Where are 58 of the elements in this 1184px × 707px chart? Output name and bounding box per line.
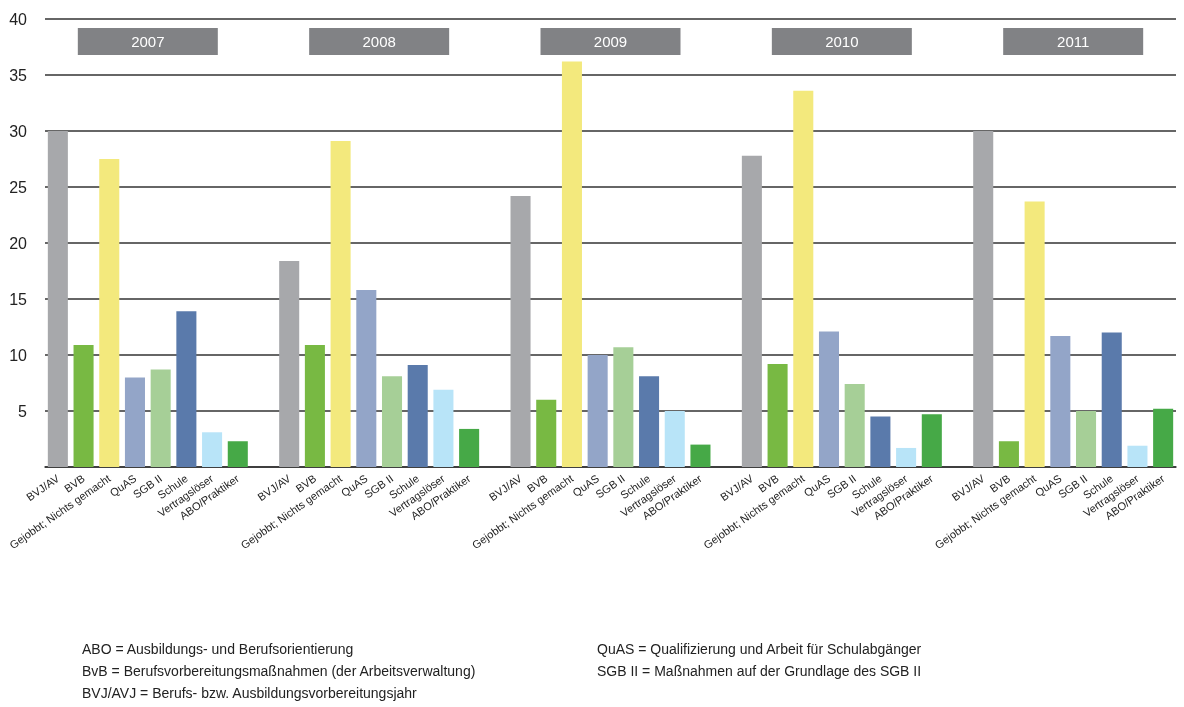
bar xyxy=(304,344,325,467)
bar xyxy=(1076,411,1097,467)
y-tick-label: 30 xyxy=(9,122,28,140)
annotation: 2010 xyxy=(825,33,859,50)
bar xyxy=(510,195,531,467)
bar xyxy=(227,441,248,467)
y-tick-label: 5 xyxy=(18,402,28,420)
bar xyxy=(767,363,788,467)
bar xyxy=(1127,445,1148,467)
text: BvB = Berufsvorbereitungsmaßnahmen (der Arbeitsverwaltung) xyxy=(82,663,476,679)
bar xyxy=(73,344,94,467)
bar xyxy=(921,414,942,467)
annotation: 2008 xyxy=(362,33,396,50)
bar xyxy=(433,389,454,467)
bar xyxy=(407,365,428,467)
bar xyxy=(150,369,171,467)
y-tick-label: 35 xyxy=(9,66,28,84)
bar xyxy=(124,377,145,467)
bar xyxy=(1024,201,1045,467)
bar xyxy=(870,416,891,467)
bar xyxy=(99,159,120,467)
bar xyxy=(998,441,1019,467)
bar xyxy=(1101,332,1122,467)
bar xyxy=(1050,335,1071,467)
bar xyxy=(330,141,351,467)
bar xyxy=(1153,408,1174,467)
bar xyxy=(47,131,68,467)
bar xyxy=(639,376,660,467)
bar xyxy=(973,131,994,467)
bar xyxy=(587,355,608,467)
bar xyxy=(844,384,865,467)
annotation: 2007 xyxy=(131,33,165,50)
y-tick-label: 25 xyxy=(9,178,28,196)
bar xyxy=(459,428,480,467)
annotation: 2009 xyxy=(593,33,628,50)
bar xyxy=(176,311,197,467)
bar xyxy=(202,432,223,467)
text: QuAS = Qualifizierung und Arbeit für Schulabgänger xyxy=(597,641,922,657)
bar xyxy=(690,444,711,467)
bar xyxy=(896,447,917,467)
y-tick-label: 10 xyxy=(9,346,28,364)
bar xyxy=(356,290,377,467)
bar xyxy=(741,155,762,467)
y-tick-label: 15 xyxy=(9,290,28,308)
bar xyxy=(279,260,300,467)
bar xyxy=(793,90,814,467)
text: BVJ/AVJ = Berufs- bzw. Ausbildungsvorbereitungsjahr xyxy=(82,685,418,701)
bar xyxy=(664,411,685,467)
y-tick-label: 40 xyxy=(9,10,28,28)
y-tick-label: 20 xyxy=(9,234,28,252)
bar xyxy=(536,399,557,467)
text: ABO = Ausbildungs- und Berufsorientierung xyxy=(82,641,354,657)
bar xyxy=(818,331,840,467)
bar xyxy=(381,376,403,467)
bar xyxy=(561,61,582,467)
bar xyxy=(613,347,634,467)
annotation: 2011 xyxy=(1057,33,1090,50)
text: SGB II = Maßnahmen auf der Grundlage des SGB II xyxy=(597,663,922,679)
